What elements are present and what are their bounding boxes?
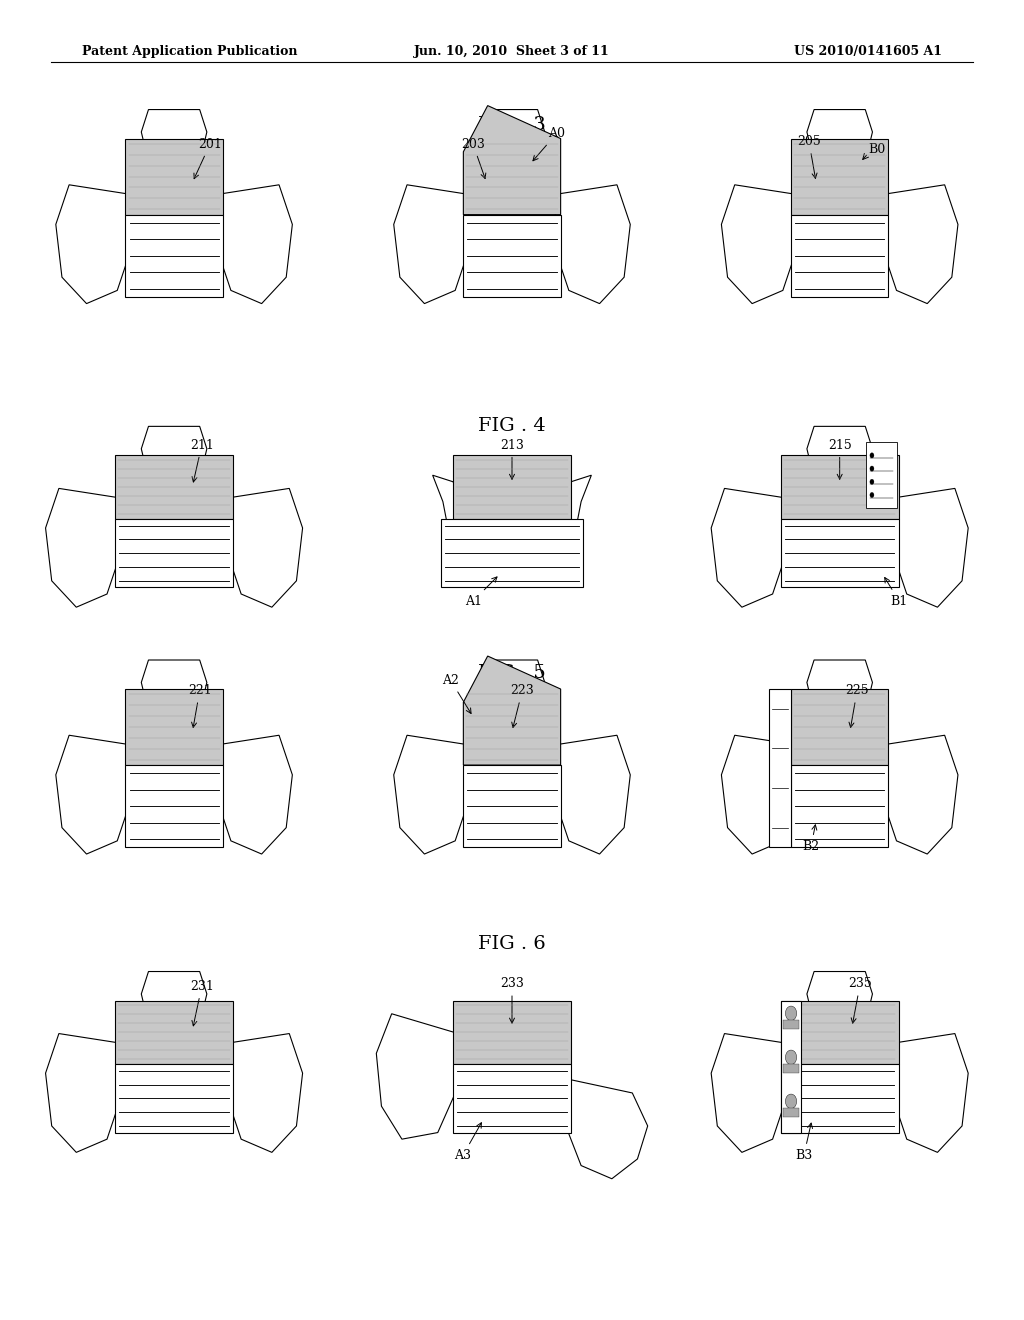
Text: 221: 221 [187, 684, 212, 727]
Polygon shape [141, 660, 207, 700]
Text: FIG . 4: FIG . 4 [478, 417, 546, 436]
Text: Jun. 10, 2010  Sheet 3 of 11: Jun. 10, 2010 Sheet 3 of 11 [414, 45, 610, 58]
Polygon shape [463, 215, 561, 297]
Polygon shape [890, 1034, 969, 1152]
Polygon shape [126, 766, 223, 847]
Bar [865, 442, 897, 508]
Polygon shape [141, 426, 207, 466]
Polygon shape [782, 1107, 799, 1117]
Polygon shape [116, 455, 233, 519]
Text: 213: 213 [500, 438, 524, 479]
Polygon shape [553, 185, 630, 304]
Text: 211: 211 [189, 438, 214, 482]
Polygon shape [116, 1001, 233, 1064]
Polygon shape [711, 1034, 788, 1152]
Polygon shape [46, 1034, 124, 1152]
Polygon shape [479, 110, 545, 149]
Circle shape [869, 492, 873, 498]
Text: 225: 225 [845, 684, 869, 727]
Polygon shape [116, 519, 233, 587]
Polygon shape [141, 972, 207, 1011]
Text: A1: A1 [465, 577, 497, 607]
Polygon shape [780, 1001, 899, 1064]
Polygon shape [56, 735, 133, 854]
Circle shape [869, 453, 873, 458]
Text: B3: B3 [796, 1123, 812, 1162]
Polygon shape [453, 1064, 571, 1133]
Polygon shape [890, 488, 969, 607]
Polygon shape [56, 185, 133, 304]
Circle shape [869, 479, 873, 484]
Circle shape [869, 466, 873, 471]
Polygon shape [553, 735, 630, 854]
Polygon shape [141, 110, 207, 149]
Polygon shape [377, 1014, 459, 1139]
Polygon shape [479, 660, 545, 700]
Polygon shape [432, 475, 465, 535]
Polygon shape [721, 735, 799, 854]
Text: B0: B0 [868, 143, 886, 156]
Circle shape [785, 1094, 797, 1109]
Text: A3: A3 [455, 1123, 481, 1162]
Text: FIG . 6: FIG . 6 [478, 935, 546, 953]
Polygon shape [393, 185, 471, 304]
Polygon shape [780, 1064, 899, 1133]
Text: B1: B1 [885, 578, 907, 607]
Polygon shape [791, 689, 888, 766]
Circle shape [785, 1006, 797, 1020]
Text: FIG . 5: FIG . 5 [478, 664, 546, 682]
Text: B2: B2 [803, 825, 819, 853]
Text: Patent Application Publication: Patent Application Publication [82, 45, 297, 58]
Text: 205: 205 [797, 135, 821, 178]
Polygon shape [782, 1020, 799, 1030]
Polygon shape [780, 455, 899, 519]
Polygon shape [215, 185, 293, 304]
Polygon shape [565, 1080, 647, 1179]
Polygon shape [880, 185, 958, 304]
Text: A0: A0 [532, 127, 565, 161]
Text: FIG . 3: FIG . 3 [478, 116, 546, 135]
Polygon shape [393, 735, 471, 854]
Text: 201: 201 [194, 137, 222, 178]
Polygon shape [711, 488, 788, 607]
Bar [780, 1001, 801, 1133]
Polygon shape [721, 185, 799, 304]
Polygon shape [225, 1034, 303, 1152]
Polygon shape [126, 139, 223, 215]
Polygon shape [880, 735, 958, 854]
Polygon shape [126, 215, 223, 297]
Polygon shape [225, 488, 303, 607]
Polygon shape [791, 215, 888, 297]
Text: 223: 223 [510, 684, 535, 727]
Polygon shape [453, 1001, 571, 1064]
Polygon shape [116, 1064, 233, 1133]
Polygon shape [440, 519, 584, 587]
Text: US 2010/0141605 A1: US 2010/0141605 A1 [794, 45, 942, 58]
Polygon shape [463, 656, 561, 766]
Polygon shape [46, 488, 124, 607]
Polygon shape [782, 1064, 799, 1073]
Polygon shape [463, 766, 561, 847]
Text: 235: 235 [848, 977, 872, 1023]
Polygon shape [559, 475, 592, 535]
Text: 215: 215 [827, 438, 852, 479]
Polygon shape [807, 110, 872, 149]
Polygon shape [807, 660, 872, 700]
Polygon shape [791, 766, 888, 847]
Polygon shape [780, 519, 899, 587]
Polygon shape [463, 106, 561, 215]
Polygon shape [791, 139, 888, 215]
Text: 203: 203 [461, 137, 485, 178]
Polygon shape [453, 455, 571, 519]
Text: 231: 231 [189, 979, 214, 1026]
Text: A2: A2 [442, 673, 471, 714]
Polygon shape [215, 735, 293, 854]
Polygon shape [126, 689, 223, 766]
Polygon shape [807, 972, 872, 1011]
Polygon shape [807, 426, 872, 466]
Bar [768, 689, 791, 847]
Circle shape [785, 1051, 797, 1064]
Text: 233: 233 [500, 977, 524, 1023]
